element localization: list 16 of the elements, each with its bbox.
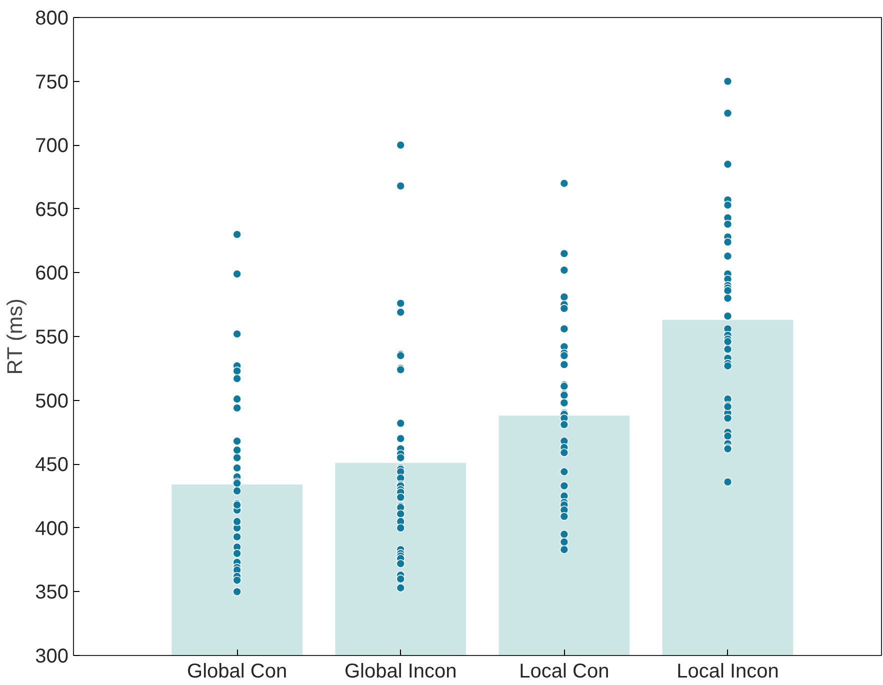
y-tick-label: 450 — [35, 454, 69, 476]
x-tick-label: Local Incon — [676, 660, 779, 682]
y-tick-label: 350 — [35, 582, 69, 604]
y-tick-label: 300 — [35, 646, 69, 668]
y-tick-label: 700 — [35, 135, 69, 158]
x-tick-label: Global Con — [187, 660, 288, 682]
y-tick-label: 650 — [35, 198, 69, 221]
y-tick-label: 750 — [35, 71, 69, 94]
y-tick-label: 800 — [35, 8, 69, 30]
y-tick-label: 550 — [35, 326, 69, 348]
y-axis-title: RT (ms) — [3, 298, 28, 375]
y-tick-label: 500 — [35, 390, 69, 412]
y-tick-label: 600 — [35, 262, 69, 285]
x-tick-label: Local Con — [519, 660, 610, 682]
x-tick-label: Global Incon — [344, 660, 457, 682]
y-tick-label: 400 — [35, 518, 69, 540]
